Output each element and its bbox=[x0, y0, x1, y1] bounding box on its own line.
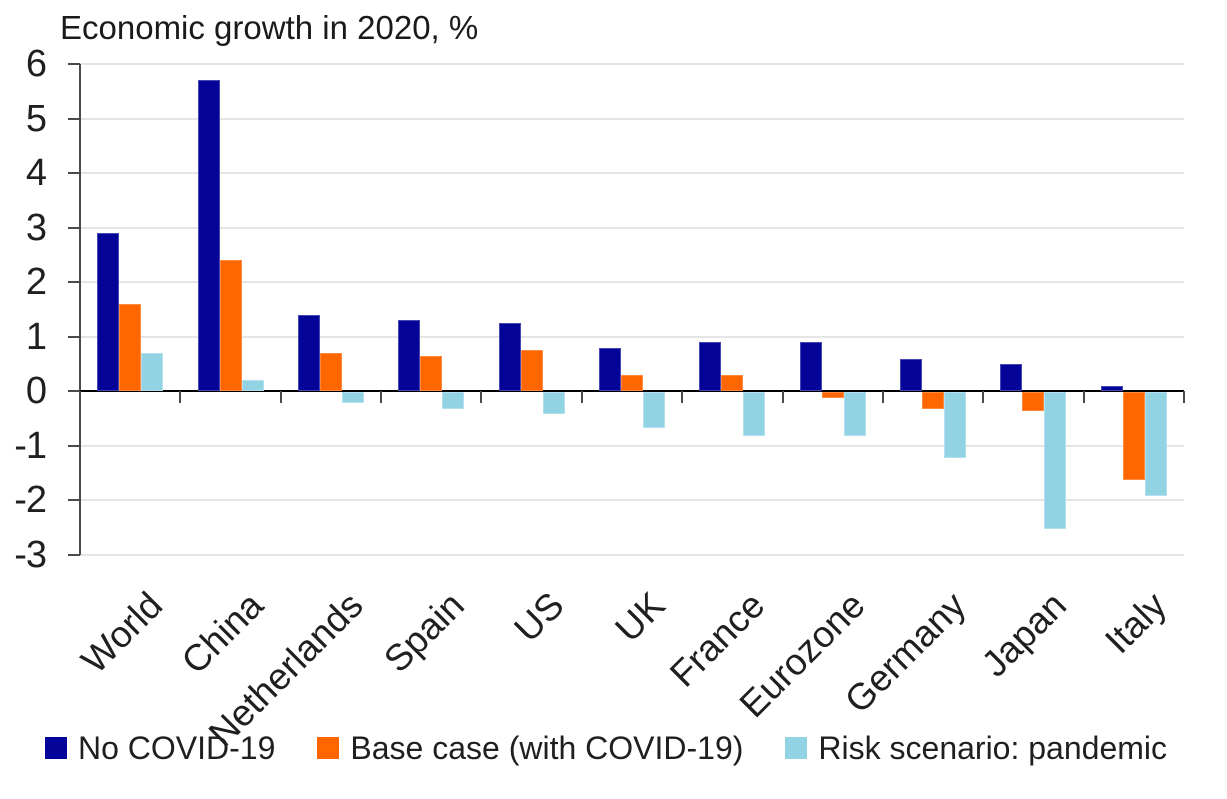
gridline bbox=[80, 172, 1184, 175]
x-axis-label-uk: UK bbox=[606, 584, 673, 650]
bar-no-covid-19-france bbox=[699, 342, 722, 392]
bar-no-covid-19-germany bbox=[900, 358, 923, 392]
x-axis-tick bbox=[881, 391, 884, 404]
y-axis-tick-label: -2 bbox=[14, 479, 47, 522]
bar-risk-scenario-pandemic-germany bbox=[944, 392, 967, 458]
bar-no-covid-19-japan bbox=[1000, 364, 1023, 392]
gridline bbox=[80, 226, 1184, 229]
x-axis-tick bbox=[982, 391, 985, 404]
bar-no-covid-19-uk bbox=[599, 347, 621, 392]
y-axis-tick-label: 5 bbox=[25, 97, 47, 140]
y-axis-tick bbox=[68, 63, 80, 65]
y-axis-tick bbox=[68, 444, 80, 447]
x-axis-tick bbox=[179, 391, 182, 404]
gridline bbox=[80, 335, 1184, 338]
gridline bbox=[80, 63, 1184, 65]
legend: No COVID-19 Base case (with COVID-19) Risk… bbox=[45, 729, 1167, 767]
y-axis-tick bbox=[68, 390, 80, 393]
bar-base-case-with-covid-19-world bbox=[119, 304, 142, 392]
bar-risk-scenario-pandemic-us bbox=[542, 392, 565, 415]
y-axis-tick-label: 6 bbox=[25, 43, 47, 85]
bar-risk-scenario-pandemic-eurozone bbox=[843, 392, 866, 436]
bar-base-case-with-covid-19-japan bbox=[1022, 392, 1045, 412]
x-axis-label-italy: Italy bbox=[1097, 584, 1175, 662]
bar-risk-scenario-pandemic-spain bbox=[442, 392, 465, 409]
x-axis-label-spain: Spain bbox=[375, 584, 472, 681]
legend-label: Base case (with COVID-19) bbox=[350, 730, 744, 766]
gridline bbox=[80, 281, 1184, 284]
legend-item-base-case-with-covid-19: Base case (with COVID-19) bbox=[317, 729, 743, 767]
x-axis-label-china: China bbox=[173, 584, 271, 682]
bar-base-case-with-covid-19-eurozone bbox=[821, 392, 844, 398]
x-axis-tick bbox=[279, 391, 282, 404]
gridline bbox=[80, 117, 1184, 120]
y-axis-tick bbox=[68, 335, 80, 338]
legend-swatch bbox=[45, 737, 67, 759]
y-axis-tick bbox=[68, 281, 80, 284]
y-axis-tick-label: -3 bbox=[14, 534, 47, 576]
bar-risk-scenario-pandemic-italy bbox=[1144, 392, 1167, 496]
chart-title: Economic growth in 2020, % bbox=[60, 9, 479, 46]
legend-swatch bbox=[785, 737, 808, 759]
bar-base-case-with-covid-19-italy bbox=[1122, 392, 1145, 480]
bar-risk-scenario-pandemic-france bbox=[743, 392, 766, 436]
y-axis-tick-label: 4 bbox=[25, 152, 47, 195]
bar-base-case-with-covid-19-china bbox=[219, 260, 242, 392]
y-axis-tick-label: 0 bbox=[25, 370, 47, 413]
legend-label: Risk scenario: pandemic bbox=[818, 730, 1167, 766]
bar-no-covid-19-netherlands bbox=[297, 314, 320, 392]
bar-base-case-with-covid-19-netherlands bbox=[319, 353, 342, 392]
x-axis-tick bbox=[580, 391, 583, 404]
y-axis-tick bbox=[68, 226, 80, 229]
legend-label: No COVID-19 bbox=[78, 730, 276, 766]
x-axis-tick bbox=[681, 391, 684, 404]
y-axis-tick bbox=[68, 499, 80, 502]
y-axis-tick bbox=[68, 554, 80, 556]
bar-base-case-with-covid-19-us bbox=[520, 350, 543, 392]
y-axis-tick bbox=[68, 117, 80, 120]
legend-item-risk-scenario-pandemic: Risk scenario: pandemic bbox=[785, 729, 1167, 767]
gridline bbox=[80, 444, 1184, 447]
legend-item-no-covid-19: No COVID-19 bbox=[45, 729, 275, 767]
x-axis-tick bbox=[781, 391, 784, 404]
x-axis-label-japan: Japan bbox=[973, 584, 1074, 685]
x-axis-label-world: World bbox=[73, 584, 171, 682]
bar-no-covid-19-italy bbox=[1100, 385, 1123, 392]
x-axis-tick bbox=[480, 391, 483, 404]
gridline bbox=[80, 499, 1184, 502]
x-axis-tick bbox=[1183, 391, 1185, 404]
y-axis-tick-label: 1 bbox=[25, 315, 47, 358]
legend-swatch bbox=[317, 737, 340, 759]
bar-risk-scenario-pandemic-uk bbox=[643, 392, 665, 428]
x-axis-tick bbox=[380, 391, 383, 404]
x-axis-tick bbox=[79, 391, 81, 404]
x-axis-zero-line bbox=[80, 390, 1184, 393]
bar-risk-scenario-pandemic-netherlands bbox=[341, 392, 364, 404]
bar-risk-scenario-pandemic-china bbox=[241, 380, 264, 392]
y-axis-tick-label: 3 bbox=[25, 206, 47, 249]
bar-base-case-with-covid-19-spain bbox=[420, 355, 443, 392]
y-axis-line bbox=[79, 64, 81, 555]
y-axis-tick-label: -1 bbox=[14, 424, 47, 467]
bar-base-case-with-covid-19-germany bbox=[922, 392, 945, 409]
y-axis-tick-label: 2 bbox=[25, 261, 47, 304]
y-axis-tick bbox=[68, 172, 80, 175]
bar-no-covid-19-eurozone bbox=[799, 342, 822, 392]
bar-no-covid-19-us bbox=[498, 323, 521, 392]
bar-risk-scenario-pandemic-japan bbox=[1044, 392, 1067, 529]
bar-no-covid-19-world bbox=[97, 233, 120, 392]
bar-no-covid-19-spain bbox=[398, 320, 421, 392]
bar-risk-scenario-pandemic-world bbox=[141, 353, 164, 392]
gridline bbox=[80, 554, 1184, 556]
x-axis-label-us: US bbox=[506, 584, 572, 650]
bar-base-case-with-covid-19-uk bbox=[621, 374, 643, 392]
bar-no-covid-19-china bbox=[197, 80, 220, 392]
bar-base-case-with-covid-19-france bbox=[721, 374, 744, 392]
x-axis-tick bbox=[1082, 391, 1085, 404]
